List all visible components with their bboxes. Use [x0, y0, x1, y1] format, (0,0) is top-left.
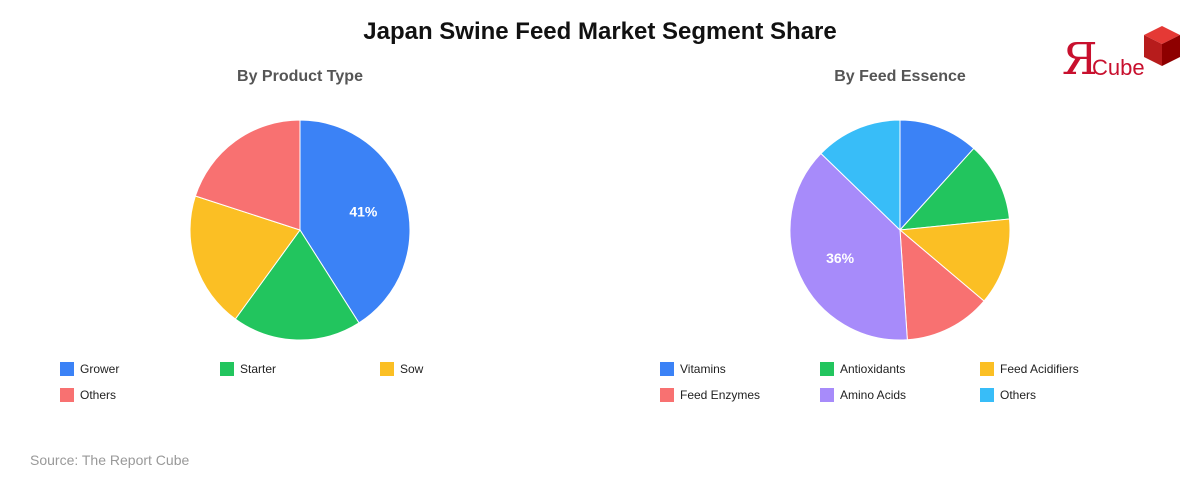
source-note: Source: The Report Cube [30, 452, 190, 468]
pie-slice-starter [234, 229, 360, 341]
pie-slice-feed-acidifiers [898, 218, 1011, 302]
legend-item-sow[interactable]: Sow [380, 361, 423, 377]
chart-title-product-type: By Product Type [237, 68, 363, 85]
legend-swatch [380, 362, 394, 376]
legend-item-feed-acidifiers[interactable]: Feed Acidifiers [980, 361, 1079, 377]
legend-label: Others [80, 388, 117, 402]
cube-icon [1144, 26, 1180, 66]
logo-letter: Я [1062, 34, 1098, 85]
pie-slice-sow [189, 195, 301, 320]
legend-swatch [660, 388, 674, 402]
legend-item-feed-enzymes[interactable]: Feed Enzymes [660, 387, 760, 403]
data-label-amino-acids: 36% [826, 250, 855, 266]
logo: Я Cube [1062, 26, 1182, 86]
pie-chart-product-type: 41% [189, 119, 411, 341]
legend-item-vitamins[interactable]: Vitamins [660, 361, 726, 377]
legend-swatch [60, 388, 74, 402]
legend-feed-essence: Vitamins Antioxidants Feed Acidifiers Feed … [660, 361, 1140, 421]
page-title: Japan Swine Feed Market Segment Share [363, 18, 837, 45]
chart-title-feed-essence: By Feed Essence [834, 68, 966, 85]
legend-item-grower[interactable]: Grower [60, 361, 119, 377]
legend-item-others[interactable]: Others [60, 387, 116, 403]
legend-label: Grower [80, 362, 120, 376]
legend-label: Antioxidants [840, 362, 906, 376]
legend-swatch [980, 388, 994, 402]
legend-product-type: Grower Starter Sow Others [60, 361, 540, 421]
pie-slice-feed-enzymes [899, 228, 985, 341]
legend-label: Starter [240, 362, 277, 376]
pie-slice-others [194, 119, 301, 231]
data-label-grower: 41% [349, 204, 378, 220]
legend-swatch [820, 362, 834, 376]
legend-swatch [220, 362, 234, 376]
legend-label: Others [1000, 388, 1037, 402]
legend-swatch [820, 388, 834, 402]
logo-text: Cube [1092, 55, 1145, 80]
pie-slice-amino-acids [789, 152, 908, 341]
legend-item-others[interactable]: Others [980, 387, 1036, 403]
legend-item-starter[interactable]: Starter [220, 361, 276, 377]
legend-item-amino-acids[interactable]: Amino Acids [820, 387, 906, 403]
legend-swatch [660, 362, 674, 376]
legend-swatch [980, 362, 994, 376]
legend-item-antioxidants[interactable]: Antioxidants [820, 361, 905, 377]
pie-chart-feed-essence: 36% [789, 119, 1011, 341]
legend-label: Vitamins [680, 362, 726, 376]
legend-label: Sow [400, 362, 424, 376]
pie-slice-antioxidants [898, 147, 1010, 231]
legend-label: Feed Enzymes [680, 388, 761, 402]
pie-slice-vitamins [899, 119, 975, 232]
legend-label: Feed Acidifiers [1000, 362, 1079, 376]
pie-slice-others [820, 119, 901, 232]
legend-label: Amino Acids [840, 388, 907, 402]
legend-swatch [60, 362, 74, 376]
pie-slice-grower [299, 119, 411, 324]
